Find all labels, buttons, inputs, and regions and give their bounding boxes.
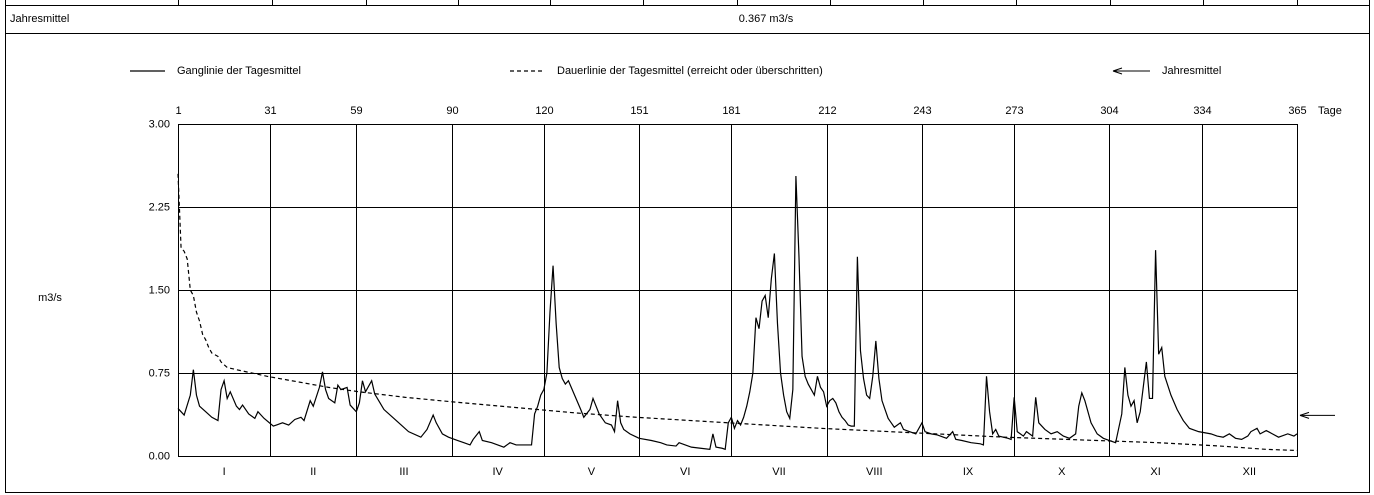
legend-arrowhead <box>1112 67 1123 75</box>
series-line <box>177 175 1298 451</box>
month-label: IX <box>963 466 974 478</box>
y-tick-label: 0.75 <box>149 367 170 379</box>
x-tick-label: 120 <box>535 105 553 117</box>
x-tick-label: 181 <box>722 105 740 117</box>
x-tick-label: 273 <box>1005 105 1023 117</box>
month-label: IV <box>493 466 504 478</box>
month-label: I <box>223 466 226 478</box>
month-label: XII <box>1243 466 1256 478</box>
x-axis-label: Tage <box>1318 105 1342 117</box>
x-tick-label: 243 <box>913 105 931 117</box>
legend-label: Ganglinie der Tagesmittel <box>177 65 301 77</box>
y-tick-label: 0.00 <box>149 450 170 462</box>
mean-arrowhead <box>1299 411 1310 419</box>
x-tick-label: 365 <box>1288 105 1306 117</box>
legend-label: Dauerlinie der Tagesmittel (erreicht ode… <box>557 65 823 77</box>
month-label: XI <box>1150 466 1160 478</box>
month-label: II <box>310 466 316 478</box>
month-label: X <box>1058 466 1066 478</box>
y-tick-label: 3.00 <box>149 118 170 130</box>
x-tick-label: 1 <box>175 105 181 117</box>
x-tick-label: 90 <box>446 105 458 117</box>
row-value: 0.367 m3/s <box>739 13 794 25</box>
month-label: VII <box>772 466 785 478</box>
x-tick-label: 151 <box>630 105 648 117</box>
x-tick-label: 334 <box>1193 105 1211 117</box>
month-label: VI <box>680 466 690 478</box>
x-tick-label: 59 <box>350 105 362 117</box>
month-label: III <box>399 466 408 478</box>
y-axis-label: m3/s <box>38 292 62 304</box>
x-tick-label: 212 <box>818 105 836 117</box>
month-label: V <box>588 466 596 478</box>
month-label: VIII <box>866 466 883 478</box>
legend-label: Jahresmittel <box>1162 65 1221 77</box>
y-tick-label: 2.25 <box>149 201 170 213</box>
row-label: Jahresmittel <box>10 13 69 25</box>
x-tick-label: 304 <box>1100 105 1118 117</box>
x-tick-label: 31 <box>264 105 276 117</box>
frame <box>5 0 1370 493</box>
legend: Ganglinie der Tagesmittel Dauerlinie der … <box>130 65 1221 77</box>
series-line <box>177 173 1298 452</box>
y-tick-label: 1.50 <box>149 284 170 296</box>
